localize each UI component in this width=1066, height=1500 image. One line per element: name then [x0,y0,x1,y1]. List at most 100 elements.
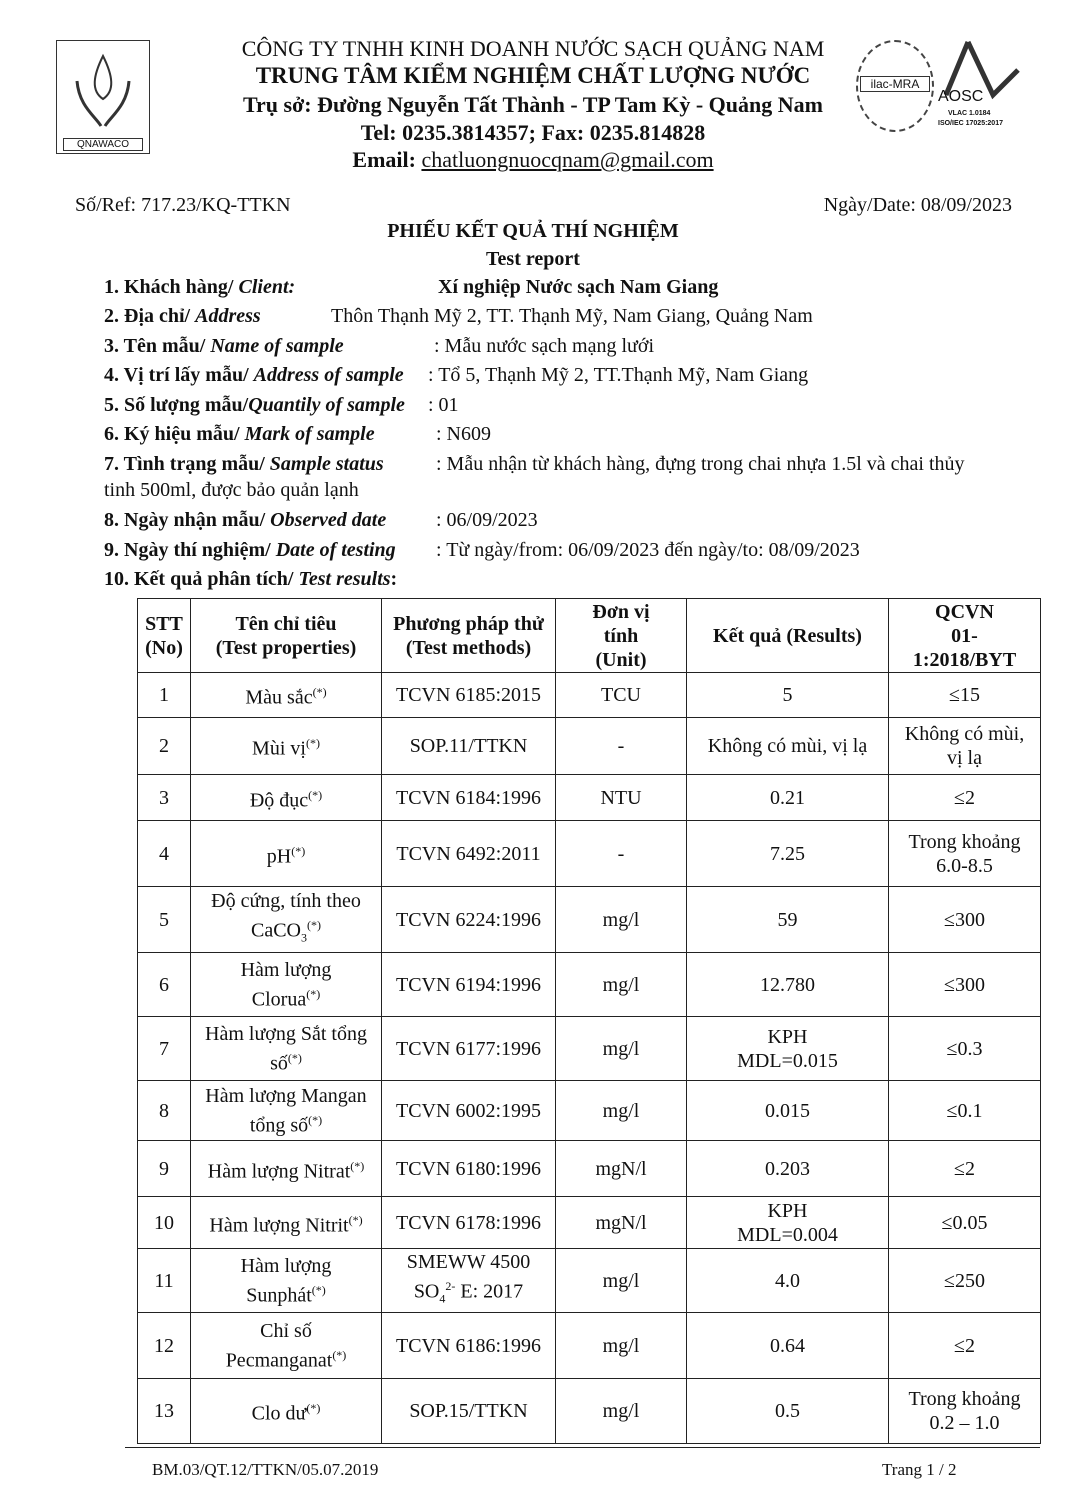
result-text: 0.203 [765,1157,810,1180]
cell-unit: mg/l [555,1312,687,1379]
header-line: (Test properties) [215,636,357,659]
cell-method: TCVN 6178:1996 [381,1196,556,1249]
info-value: Thôn Thạnh Mỹ 2, TT. Thạnh Mỹ, Nam Giang… [331,305,813,327]
accredited-mark: (*) [350,1158,365,1173]
column-header: QCVN 01- 1:2018/BYT [888,598,1041,673]
method-line: TCVN 6194:1996 [384,973,553,997]
limit-text: 0.2 – 1.0 [929,1412,1000,1434]
limit-text: ≤300 [944,908,985,931]
cell-method: TCVN 6180:1996 [381,1140,556,1197]
accredited-mark: (*) [308,787,323,802]
method-line: SMEWW 4500 [384,1250,553,1274]
aosc-logo: AOSC VLAC 1.0184 ISO/IEC 17025:2017 [938,40,1022,140]
cell-result: 0.015 [686,1080,889,1141]
cell-method: SOP.11/TTKN [381,717,556,775]
method-line: TCVN 6177:1996 [384,1037,553,1061]
info-label-en: Client: [238,276,296,298]
name-text: Độ đục [249,789,309,812]
limit-text: ≤300 [944,973,985,996]
cell-unit: mgN/l [555,1196,687,1249]
name-text: Màu sắc [245,686,313,709]
info-label: 1. Khách hàng/ [104,276,239,298]
cell-limit: ≤0.1 [888,1080,1041,1141]
result-text: KPH [767,1025,808,1048]
info-label: 3. Tên mẫu/ [104,335,211,357]
cell-limit: ≤300 [888,886,1041,953]
name-text: Độ cứng, tính theo [211,890,361,913]
cell-result: Không có mùi, vị lạ [686,717,889,775]
office-address: Trụ sở: Đường Nguyễn Tất Thành - TP Tam … [243,92,823,117]
info-label: 4. Vị trí lấy mẫu/ [104,364,254,386]
cell-result: 59 [686,886,889,953]
result-line: 0.5 [689,1399,886,1423]
cell-no: 11 [137,1248,191,1313]
header-line: Phương pháp thử [393,612,544,635]
info-label-en: Name of sample [210,335,344,357]
method-text: TCVN 6180:1996 [396,1157,541,1180]
cell-method: TCVN 6492:2011 [381,820,556,887]
cell-result: 4.0 [686,1248,889,1313]
cell-limit: Không có mùi, vị lạ [888,717,1041,775]
info-row: 3. Tên mẫu/ Name of sample [104,335,344,358]
limit-text: ≤2 [954,1334,975,1357]
subscript: 4 [439,1291,446,1306]
header-line: 01- [951,624,978,647]
cell-limit: ≤0.3 [888,1016,1041,1081]
name-text: Hàm lượng Sắt tổng [205,1022,367,1045]
table-header-row: STT (No) Tên chỉ tiêu (Test properties) Phươ… [137,598,1041,673]
method-line: TCVN 6185:2015 [384,683,553,707]
email-link[interactable]: chatluongnuocqnam@gmail.com [421,147,714,172]
result-line: 7.25 [689,842,886,866]
limit-line: ≤300 [891,973,1038,997]
water-drop-hands-icon [75,53,131,127]
accredited-mark: (*) [291,843,306,858]
header-line: QCVN [935,600,994,623]
cell-property: Mùi vị(*) [190,717,382,775]
results-table: STT (No) Tên chỉ tiêu (Test properties) Phươ… [137,598,1041,1444]
report-title: PHIẾU KẾT QUẢ THÍ NGHIỆM [387,220,679,242]
cell-limit: Trong khoảng 6.0-8.5 [888,820,1041,887]
table-row: 9 Hàm lượng Nitrat(*) TCVN 6180:1996 mgN… [137,1140,1041,1197]
limit-line: Trong khoảng [891,830,1038,854]
info-value: : Mẫu nước sạch mạng lưới [434,335,655,357]
info-row: 4. Vị trí lấy mẫu/ Address of sample [104,364,404,387]
name-text: Hàm lượng [240,1254,332,1277]
info-label: 10. Kết quả phân tích/ [104,568,299,590]
name-line: Hàm lượng Nitrit(*) [193,1208,379,1238]
company-name: CÔNG TY TNHH KINH DOANH NƯỚC SẠCH QUẢNG … [241,36,825,61]
info-label: 9. Ngày thí nghiệm/ [104,539,276,561]
cell-method: TCVN 6184:1996 [381,774,556,821]
accredited-mark: (*) [308,1112,323,1127]
result-line: 5 [689,683,886,707]
name-text: Clorua [251,988,307,1011]
cell-limit: ≤2 [888,1140,1041,1197]
accredited-mark: (*) [306,986,321,1001]
result-text: MDL=0.004 [737,1223,838,1246]
info-label: 2. Địa chỉ/ [104,305,196,327]
cell-unit: mg/l [555,1016,687,1081]
name-text: Sunphát [246,1284,312,1307]
header-line: Tên chỉ tiêu [235,612,337,635]
method-text: SOP.11/TTKN [409,735,528,757]
limit-text: Trong khoảng [908,1388,1021,1410]
column-header: STT (No) [137,598,191,673]
info-label: 8. Ngày nhận mẫu/ [104,509,271,531]
info-label: 6. Ký hiệu mẫu/ [104,423,245,445]
method-text: TCVN 6224:1996 [396,908,541,931]
name-text: CaCO [251,919,301,942]
name-line: tổng số(*) [193,1108,379,1138]
method-text: TCVN 6492:2011 [396,842,541,865]
name-text: Hàm lượng Nitrat [207,1160,351,1183]
header-line: (Test methods) [405,636,532,659]
limit-text: ≤15 [949,684,980,706]
cell-limit: ≤15 [888,672,1041,718]
result-text: Không có mùi, vị lạ [707,735,868,757]
info-value: : 01 [428,394,459,416]
info-label-en: Sample status [269,453,384,475]
result-line: KPH [689,1025,886,1049]
accredited-mark: (*) [348,1212,363,1227]
aosc-iso: ISO/IEC 17025:2017 [938,120,1003,127]
name-line: Độ cứng, tính theo [193,889,379,913]
name-line: Mùi vị(*) [193,731,379,761]
